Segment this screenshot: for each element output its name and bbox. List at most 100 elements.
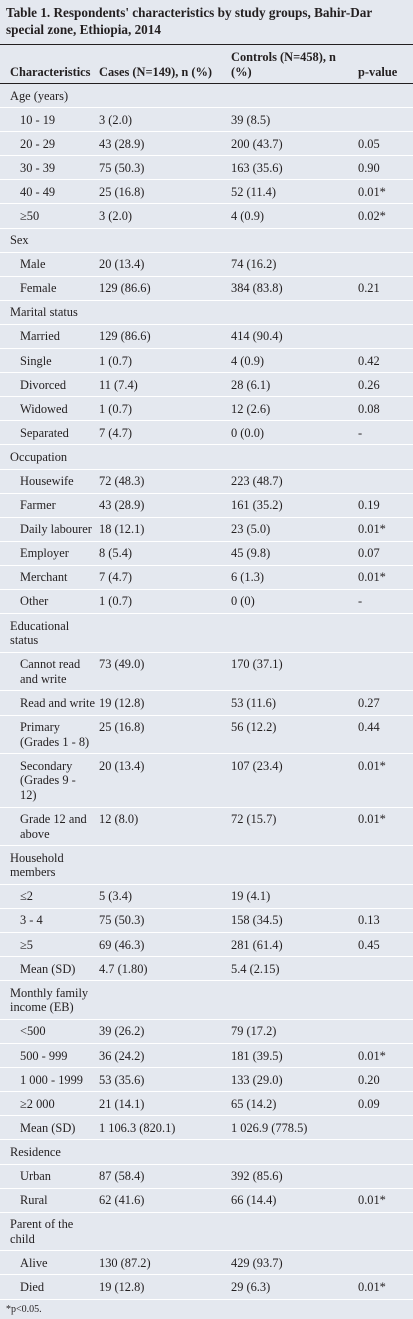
data-row: 3 - 4 75 (50.3) 158 (34.5) 0.13: [0, 908, 413, 934]
cell: 1 (0.7): [97, 396, 229, 422]
row-label: Other: [0, 589, 97, 615]
cell: 39 (8.5): [229, 107, 356, 133]
row-label: Urban: [0, 1164, 97, 1189]
table: Characteristics Cases (N=149), n (%) Contr…: [0, 45, 413, 1300]
group-row: Parent of the child: [0, 1212, 413, 1252]
empty-cell: [356, 444, 413, 470]
row-label: 3 - 4: [0, 908, 97, 934]
empty-cell: [229, 845, 356, 885]
cell: 1 026.9 (778.5): [229, 1115, 356, 1141]
cell: 161 (35.2): [229, 493, 356, 518]
group-label: Occupation: [0, 444, 97, 470]
empty-cell: [97, 228, 229, 253]
row-label: 20 - 29: [0, 131, 97, 157]
empty-cell: [97, 444, 229, 470]
cell: 0.13: [356, 908, 413, 934]
page: Table 1. Respondents' characteristics by…: [0, 4, 413, 1315]
cell: 384 (83.8): [229, 276, 356, 301]
cell: 18 (12.1): [97, 517, 229, 542]
empty-cell: [97, 1212, 229, 1252]
column-header: p-value: [356, 45, 413, 84]
row-label: ≥5: [0, 932, 97, 958]
cell: 429 (93.7): [229, 1250, 356, 1276]
cell: 200 (43.7): [229, 131, 356, 157]
cell: 7 (4.7): [97, 565, 229, 590]
row-label: 500 - 999: [0, 1043, 97, 1069]
cell: 107 (23.4): [229, 753, 356, 808]
empty-cell: [97, 613, 229, 653]
group-row: Household members: [0, 845, 413, 885]
data-row: Primary (Grades 1 - 8) 25 (16.8) 56 (12.2)…: [0, 715, 413, 755]
data-row: ≤2 5 (3.4) 19 (4.1): [0, 884, 413, 909]
row-label: Rural: [0, 1188, 97, 1213]
group-row: Age (years): [0, 83, 413, 109]
data-row: Employer 8 (5.4) 45 (9.8) 0.07: [0, 541, 413, 566]
cell: 6 (1.3): [229, 565, 356, 590]
cell: 414 (90.4): [229, 324, 356, 350]
cell: 223 (48.7): [229, 469, 356, 494]
cell: 1 106.3 (820.1): [97, 1115, 229, 1141]
empty-cell: [356, 300, 413, 325]
cell: 0.07: [356, 541, 413, 566]
data-row: Widowed 1 (0.7) 12 (2.6) 0.08: [0, 396, 413, 422]
empty-cell: [356, 845, 413, 885]
cell: [356, 1164, 413, 1189]
cell: 281 (61.4): [229, 932, 356, 958]
data-row: Single 1 (0.7) 4 (0.9) 0.42: [0, 348, 413, 374]
cell: 0.01*: [356, 565, 413, 590]
data-row: Female 129 (86.6) 384 (83.8) 0.21: [0, 276, 413, 301]
cell: 4 (0.9): [229, 203, 356, 229]
data-row: Grade 12 and above 12 (8.0) 72 (15.7) 0.01*: [0, 807, 413, 847]
cell: 158 (34.5): [229, 908, 356, 934]
cell: 11 (7.4): [97, 372, 229, 398]
cell: [356, 252, 413, 277]
cell: 39 (26.2): [97, 1019, 229, 1045]
table-title: Table 1. Respondents' characteristics by…: [0, 4, 413, 45]
data-row: ≥5 69 (46.3) 281 (61.4) 0.45: [0, 932, 413, 958]
row-label: Grade 12 and above: [0, 807, 97, 847]
data-row: Secondary (Grades 9 - 12) 20 (13.4) 107 (2…: [0, 753, 413, 808]
cell: 0.01*: [356, 1274, 413, 1300]
footnote: *p<0.05.: [6, 1303, 42, 1315]
cell: 1 (0.7): [97, 589, 229, 615]
row-label: Cannot read and write: [0, 652, 97, 692]
empty-cell: [229, 980, 356, 1020]
empty-cell: [356, 980, 413, 1020]
cell: 1 (0.7): [97, 348, 229, 374]
empty-cell: [97, 980, 229, 1020]
cell: 75 (50.3): [97, 908, 229, 934]
cell: [356, 652, 413, 692]
empty-cell: [97, 83, 229, 109]
cell: 79 (17.2): [229, 1019, 356, 1045]
cell: 19 (12.8): [97, 690, 229, 716]
group-label: Marital status: [0, 300, 97, 325]
cell: [356, 1115, 413, 1141]
data-row: Urban 87 (58.4) 392 (85.6): [0, 1164, 413, 1189]
data-row: ≥50 3 (2.0) 4 (0.9) 0.02*: [0, 203, 413, 229]
cell: [356, 1019, 413, 1045]
row-label: Separated: [0, 420, 97, 446]
group-row: Educational status: [0, 613, 413, 653]
data-row: Alive 130 (87.2) 429 (93.7): [0, 1250, 413, 1276]
row-label: Divorced: [0, 372, 97, 398]
cell: 65 (14.2): [229, 1091, 356, 1117]
cell: 52 (11.4): [229, 179, 356, 205]
cell: 129 (86.6): [97, 276, 229, 301]
cell: -: [356, 420, 413, 446]
column-header: Controls (N=458), n (%): [229, 45, 356, 84]
data-row: <500 39 (26.2) 79 (17.2): [0, 1019, 413, 1045]
data-row: Read and write 19 (12.8) 53 (11.6) 0.27: [0, 690, 413, 716]
row-label: 1 000 - 1999: [0, 1067, 97, 1093]
column-header: Characteristics: [0, 45, 97, 84]
cell: 0.05: [356, 131, 413, 157]
empty-cell: [97, 300, 229, 325]
data-row: 500 - 999 36 (24.2) 181 (39.5) 0.01*: [0, 1043, 413, 1069]
cell: [356, 107, 413, 133]
cell: 133 (29.0): [229, 1067, 356, 1093]
cell: 0.09: [356, 1091, 413, 1117]
data-row: Divorced 11 (7.4) 28 (6.1) 0.26: [0, 372, 413, 398]
empty-cell: [229, 228, 356, 253]
table-body: Age (years) 10 - 19 3 (2.0) 39 (8.5) 20 - 29…: [0, 83, 413, 1300]
empty-cell: [356, 83, 413, 109]
cell: 0 (0): [229, 589, 356, 615]
